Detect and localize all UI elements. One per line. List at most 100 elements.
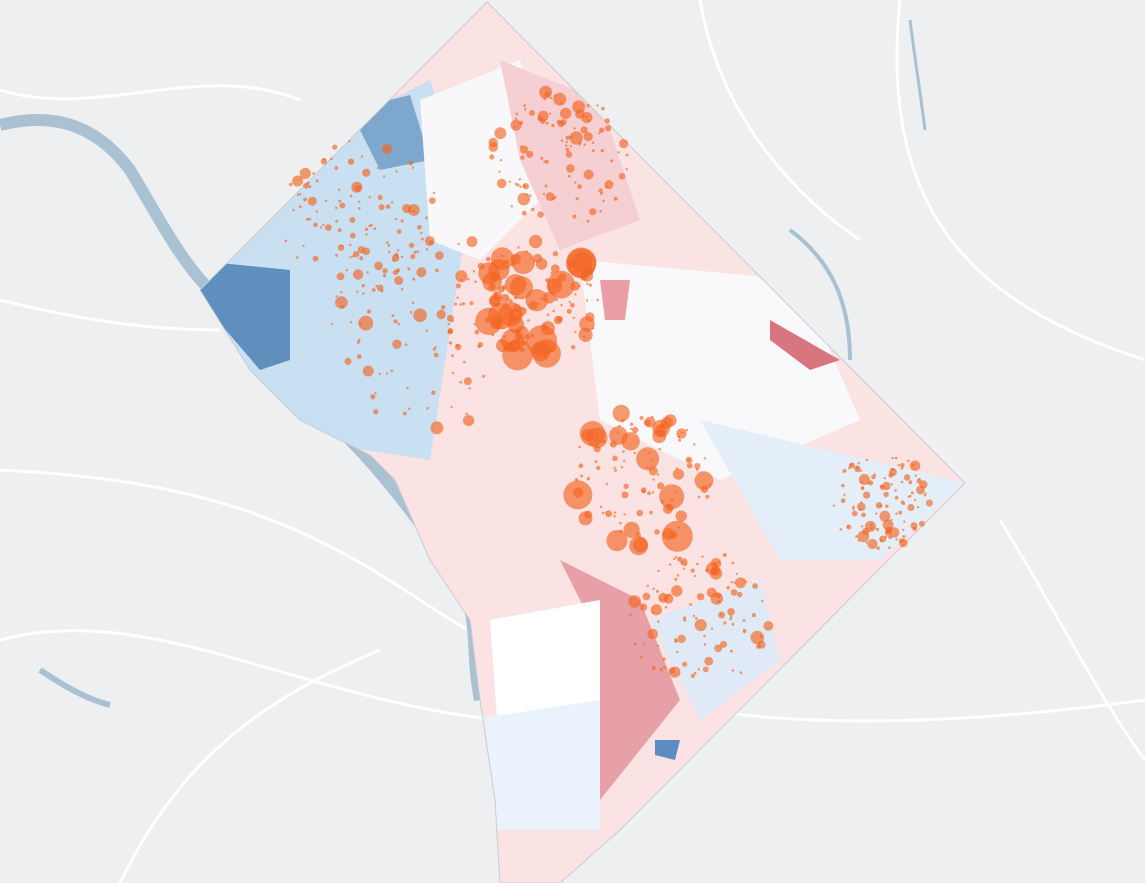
point	[670, 498, 674, 502]
point	[697, 668, 701, 671]
point	[390, 369, 394, 373]
point	[320, 158, 328, 165]
point	[494, 127, 507, 140]
point	[659, 423, 665, 430]
point	[693, 574, 697, 578]
point	[737, 591, 743, 598]
point	[899, 538, 904, 544]
point	[841, 483, 845, 488]
point	[552, 309, 555, 313]
point	[599, 505, 603, 509]
point	[336, 272, 345, 281]
point	[501, 284, 507, 290]
point	[373, 227, 377, 230]
point	[463, 377, 472, 386]
point	[669, 563, 672, 566]
point	[832, 504, 836, 507]
point	[430, 421, 444, 435]
point	[612, 404, 630, 422]
point	[696, 562, 699, 566]
point	[337, 188, 341, 191]
point	[620, 466, 624, 469]
point	[694, 619, 707, 632]
point	[685, 456, 693, 464]
point	[364, 227, 369, 231]
point	[425, 329, 428, 332]
point	[412, 277, 416, 281]
point	[714, 644, 723, 653]
point	[629, 613, 632, 616]
point	[514, 182, 517, 186]
point	[703, 457, 707, 460]
point	[619, 521, 622, 525]
point	[490, 275, 496, 281]
point	[924, 492, 927, 495]
point	[572, 100, 586, 114]
point	[664, 414, 677, 427]
point	[383, 147, 386, 150]
point	[625, 153, 629, 157]
point	[463, 360, 466, 364]
point	[362, 247, 371, 256]
point	[618, 424, 621, 428]
point	[448, 341, 453, 345]
point	[683, 618, 687, 622]
point	[677, 634, 686, 643]
point	[388, 250, 391, 254]
point	[308, 185, 312, 189]
point	[625, 168, 628, 171]
point	[529, 257, 532, 260]
point	[573, 127, 576, 130]
point	[880, 485, 885, 491]
point	[349, 256, 352, 259]
point	[520, 155, 525, 160]
point	[643, 419, 651, 427]
point	[909, 494, 912, 498]
point	[859, 469, 862, 472]
point	[851, 510, 858, 517]
point	[504, 314, 507, 317]
point	[586, 477, 591, 481]
point	[888, 546, 891, 549]
point	[358, 338, 361, 341]
point	[493, 291, 498, 296]
point	[322, 223, 325, 226]
point	[916, 485, 925, 495]
point	[855, 535, 859, 538]
point	[683, 616, 687, 620]
point	[763, 621, 774, 631]
point	[460, 278, 464, 282]
point	[583, 169, 594, 180]
point	[614, 469, 617, 472]
point	[517, 192, 531, 206]
point	[560, 139, 564, 142]
boundary	[199, 1, 966, 883]
point	[596, 465, 601, 470]
point	[566, 248, 597, 279]
point	[366, 271, 369, 274]
point	[362, 292, 365, 295]
point	[623, 483, 629, 489]
point	[694, 462, 701, 470]
point	[385, 204, 391, 209]
point	[299, 192, 302, 196]
point	[337, 228, 342, 233]
point	[400, 219, 404, 223]
point	[521, 339, 528, 346]
point	[502, 326, 505, 330]
point	[919, 520, 925, 527]
point	[546, 313, 550, 317]
point	[393, 319, 398, 324]
point	[914, 474, 917, 477]
point	[382, 144, 392, 154]
point	[706, 587, 717, 598]
point	[592, 149, 595, 153]
point	[600, 149, 604, 153]
point	[890, 483, 894, 486]
point	[598, 132, 601, 135]
point	[578, 511, 593, 526]
point	[520, 347, 525, 353]
point	[312, 172, 315, 175]
point	[390, 201, 394, 204]
